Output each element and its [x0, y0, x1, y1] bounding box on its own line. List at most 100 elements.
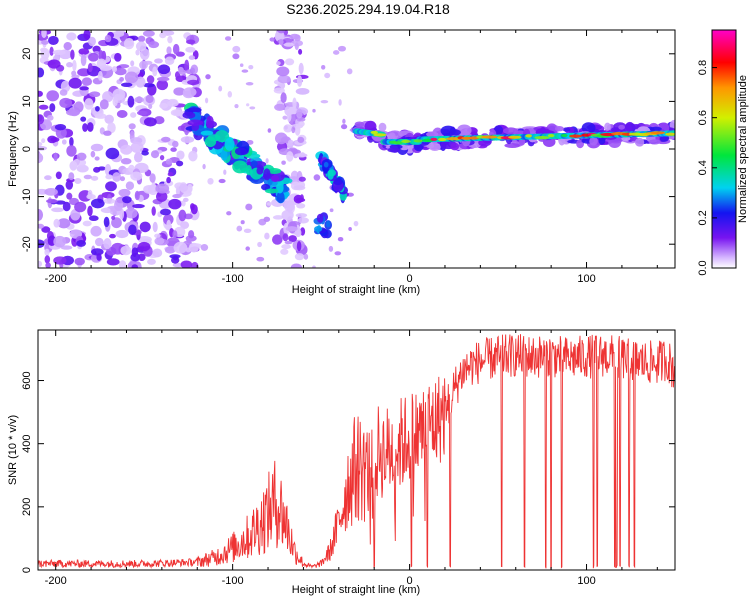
- spectrogram-noise-left-blob: [139, 48, 150, 61]
- spectrogram-noise-left-blob: [155, 183, 170, 194]
- snr-ylabel: SNR (10 * v/v): [7, 415, 19, 485]
- spectrogram-tone-descending-blob: [250, 160, 258, 168]
- spectrogram-tone-descending-blob: [276, 191, 285, 203]
- spectrogram-noise-left-blob: [104, 114, 114, 124]
- spectrogram-noise-left-blob: [142, 30, 155, 37]
- spectrogram-tone-descending-blob: [220, 149, 228, 161]
- spectrogram-sparse-blob: [249, 106, 256, 110]
- spectrogram-sparse-blob: [224, 36, 232, 41]
- spectrogram-noise-left-blob: [186, 39, 196, 45]
- spectrogram-noise-stripe-blob: [280, 248, 289, 255]
- spectrogram-tone-descending-blob: [265, 188, 279, 194]
- spectrogram-sparse-blob: [239, 63, 244, 67]
- spectrogram-sparse-blob: [245, 82, 254, 86]
- spectrogram-ylabel: Frequency (Hz): [7, 111, 19, 187]
- spectrogram-noise-left-blob: [45, 198, 58, 204]
- spectrogram-noise-left-blob: [128, 123, 136, 130]
- spectrogram-noise-stripe-blob: [283, 200, 295, 212]
- spectrogram-noise-left-blob: [103, 207, 111, 213]
- spectrogram-noise-left-blob: [44, 248, 50, 256]
- spectrogram-noise-left-blob: [167, 172, 174, 177]
- spectrogram-noise-left-blob: [127, 95, 135, 108]
- spectrogram-noise-left-blob: [141, 150, 149, 156]
- spectrogram-tone-main-core: [560, 133, 568, 138]
- snr-plot-area: [38, 330, 675, 570]
- spectrogram-sparse-blob: [329, 208, 334, 213]
- spectrogram-tone-main-halo: [634, 137, 645, 147]
- spectrogram-sparse-blob: [232, 53, 240, 60]
- spectrogram-noise-stripe-blob: [281, 244, 291, 250]
- spectrogram-noise-left-blob: [97, 70, 103, 81]
- spectrogram-tone-main-core: [569, 134, 583, 138]
- spectrogram-noise-left-blob: [74, 201, 87, 213]
- spectrogram-noise-left-blob: [114, 52, 122, 62]
- spectrogram-noise-left-blob: [41, 30, 47, 39]
- spectrogram-noise-left-blob: [136, 110, 148, 116]
- spectrogram-noise-left-blob: [119, 176, 126, 182]
- spectrogram-noise-left-blob: [166, 176, 171, 184]
- spectrogram-noise-stripe-blob: [282, 233, 289, 242]
- spectrogram-noise-left-blob: [62, 201, 71, 212]
- spectrogram-noise-left-blob: [114, 67, 127, 76]
- spectrogram-noise-left-blob: [103, 130, 112, 136]
- spectrogram-noise-left-blob: [173, 241, 188, 254]
- spectrogram-noise-stripe-blob: [292, 97, 297, 109]
- spectrogram-noise-stripe-blob: [296, 75, 303, 87]
- spectrogram-sparse-blob: [269, 37, 275, 42]
- spectrogram-noise-left-blob: [173, 87, 186, 96]
- spectrogram-noise-left-blob: [172, 43, 180, 55]
- spectrogram-noise-left-blob: [83, 174, 92, 180]
- spectrogram-noise-left-blob: [88, 36, 96, 47]
- spectrogram-sparse-blob: [202, 163, 206, 170]
- spectrogram-tone-descending-blob: [182, 111, 196, 119]
- spectrogram-noise-stripe-blob: [278, 38, 284, 46]
- spectrogram-noise-left-blob: [90, 248, 104, 256]
- spectrogram-tone-main-core: [413, 139, 423, 143]
- spectrogram-noise-left-blob: [180, 260, 193, 268]
- spectrogram-noise-stripe-blob: [296, 241, 302, 252]
- spectrogram-noise-left-blob: [120, 245, 132, 256]
- spectrogram-noise-left-blob: [87, 205, 93, 217]
- spectrogram-sparse-blob: [226, 211, 232, 216]
- snr-panel: -200 -100 0 100 0 200 400 600 Height of straigh…: [7, 329, 676, 596]
- spectrogram-sparse-blob: [223, 169, 227, 175]
- spectrogram-noise-left-blob: [184, 59, 190, 72]
- spectrogram-noise-left-blob: [120, 144, 133, 155]
- spectrogram-noise-left-blob: [103, 216, 110, 228]
- spectrogram-noise-stripe-blob: [276, 66, 290, 77]
- spectrogram-sparse-blob: [241, 69, 249, 73]
- spectrogram-sparse-blob: [248, 65, 254, 70]
- spectrogram-sparse-blob: [328, 245, 334, 252]
- spectrogram-noise-left-blob: [110, 31, 125, 38]
- spectrogram-noise-left-blob: [94, 156, 100, 161]
- spectrogram-tone-descending-blob: [232, 160, 248, 174]
- spectrogram-noise-left-blob: [123, 37, 135, 50]
- spectrogram-noise-left-blob: [38, 90, 43, 97]
- spectrogram-noise-left-blob: [53, 235, 67, 248]
- spectrogram-noise-left-blob: [66, 145, 77, 157]
- spectrogram-tone-descending-blob: [214, 130, 230, 143]
- spectrogram-noise-left-blob: [187, 183, 193, 193]
- spectrogram-noise-left-blob: [182, 197, 189, 203]
- spectrogram-noise-stripe-blob: [294, 253, 305, 261]
- spectrogram-tone-main-core: [370, 130, 378, 134]
- colorbar-tick-label: 0.2: [697, 210, 709, 225]
- spectrogram-noise-stripe-blob: [281, 160, 286, 165]
- spectrogram-noise-left-blob: [98, 50, 104, 61]
- spectrogram-noise-left-blob: [63, 41, 72, 51]
- spectrogram-noise-stripe-blob: [286, 110, 292, 122]
- spectrogram-sparse-blob: [291, 126, 296, 134]
- spectrogram-noise-left-blob: [61, 139, 67, 145]
- spectrogram-noise-left-blob: [133, 151, 143, 163]
- spectrogram-noise-stripe-blob: [280, 92, 287, 104]
- spectrogram-noise-left-blob: [180, 136, 195, 143]
- spectrogram-noise-left-blob: [111, 66, 118, 73]
- spectrogram-noise-left-blob: [57, 218, 71, 229]
- spectrogram-noise-left-blob: [146, 75, 155, 84]
- spectrogram-tone-descending-blob: [187, 119, 204, 126]
- spectrogram-noise-stripe-blob: [295, 88, 310, 95]
- spectrogram-noise-left-blob: [115, 229, 129, 239]
- spectrogram-noise-left-blob: [38, 141, 43, 147]
- spectrogram-tone-main-halo: [450, 142, 460, 151]
- spectrogram-sparse-blob: [218, 85, 223, 92]
